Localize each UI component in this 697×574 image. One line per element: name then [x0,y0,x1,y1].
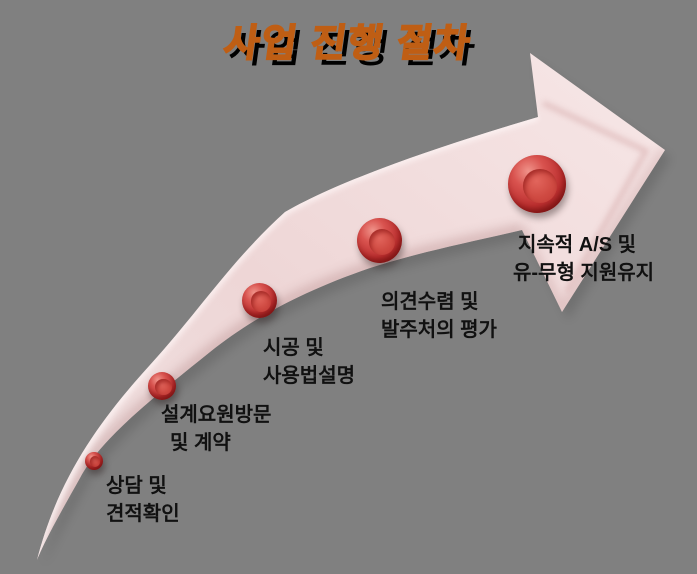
stage-marker-4 [357,218,402,263]
stage-marker-3 [242,283,277,318]
stage-label-4: 의견수렴 및 발주처의 평가 [381,288,497,344]
stage-label-1: 상담 및 견적확인 [106,472,180,528]
stage-label-line: 견적확인 [106,503,180,525]
stage-label-line: 시공 및 [263,337,324,359]
stage-label-line: 사용법설명 [263,365,355,387]
page-title: 사업 진행 절차 [220,22,475,66]
stage-label-line: 상담 및 [106,475,167,497]
stage-label-3: 시공 및 사용법설명 [263,334,355,390]
stage-label-line: 설계요원방문 [161,404,272,426]
stage-label-line: 발주처의 평가 [381,319,497,341]
stage-label-line: 지속적 A/S 및 [518,234,637,256]
stage-label-line: 유-무형 지원유지 [513,262,655,284]
stage-marker-5 [508,155,566,213]
stage-label-5: 지속적 A/S 및 유-무형 지원유지 [513,231,654,287]
stage-label-2: 설계요원방문 및 계약 [161,401,271,457]
stage-marker-2 [148,372,176,400]
arrow-top-highlight [37,113,539,560]
arrowhead-bevel [541,100,650,294]
stage-label-line: 및 계약 [170,432,231,454]
stage-label-line: 의견수렴 및 [381,291,479,313]
stage-marker-1 [85,452,103,470]
